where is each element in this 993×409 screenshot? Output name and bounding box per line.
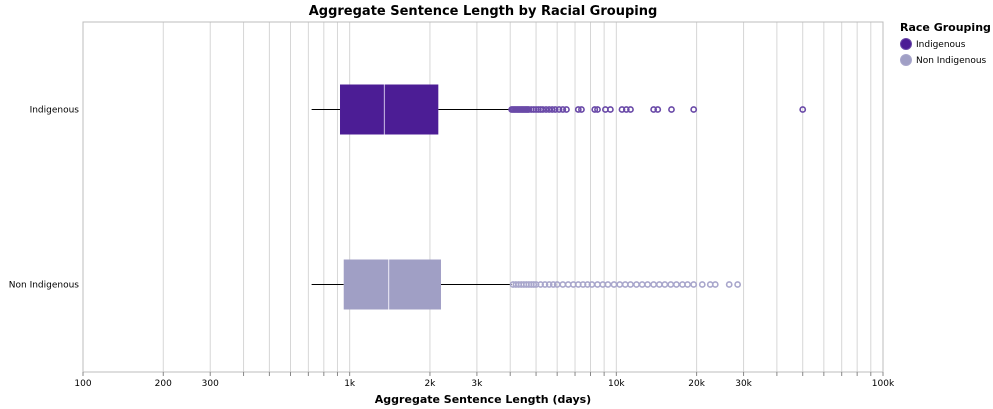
outlier-point[interactable] <box>650 281 658 288</box>
outlier-point[interactable] <box>606 106 614 113</box>
outlier-point[interactable] <box>545 281 553 288</box>
category-label: Indigenous <box>30 106 80 116</box>
outlier-point[interactable] <box>551 106 559 113</box>
legend-label: Non Indigenous <box>916 56 987 66</box>
x-tick-label: 100k <box>872 379 895 389</box>
outlier-point[interactable] <box>734 281 742 288</box>
outlier-point[interactable] <box>622 106 630 113</box>
legend-item[interactable]: Indigenous <box>900 38 966 51</box>
outlier-point[interactable] <box>633 281 640 288</box>
outlier-point[interactable] <box>549 281 557 288</box>
outlier-point[interactable] <box>650 106 658 113</box>
outlier-point[interactable] <box>661 281 669 288</box>
outlier-point[interactable] <box>644 281 652 288</box>
outlier-point[interactable] <box>616 281 624 288</box>
iqr-box[interactable] <box>343 259 441 310</box>
outlier-point[interactable] <box>591 106 599 113</box>
outlier-point[interactable] <box>621 281 629 288</box>
grid <box>82 22 884 372</box>
legend-swatch <box>900 38 912 50</box>
outlier-point[interactable] <box>668 106 675 113</box>
outlier-point[interactable] <box>627 281 634 288</box>
category-label: Non Indigenous <box>9 281 80 291</box>
x-axis: 100 200 300 1k 2k 3k 10k 20k 30k 100k <box>74 372 895 389</box>
outlier-point[interactable] <box>673 281 680 288</box>
outlier-point[interactable] <box>563 106 570 113</box>
legend-label: Indigenous <box>916 40 966 50</box>
outlier-point[interactable] <box>594 281 601 288</box>
legend-item[interactable]: Non Indigenous <box>900 54 987 67</box>
outlier-point[interactable] <box>542 106 550 113</box>
outlier-point[interactable] <box>588 281 596 288</box>
outlier-point[interactable] <box>530 281 538 288</box>
outlier-point[interactable] <box>654 106 662 113</box>
x-tick-label: 200 <box>155 379 172 389</box>
legend-swatch <box>900 54 912 66</box>
outlier-point[interactable] <box>548 106 556 113</box>
x-tick-label: 20k <box>688 379 705 389</box>
outlier-point[interactable] <box>578 106 585 113</box>
x-tick-label: 300 <box>202 379 219 389</box>
outlier-point[interactable] <box>655 281 663 288</box>
outlier-point[interactable] <box>667 281 675 288</box>
outlier-point[interactable] <box>684 281 691 288</box>
outlier-point[interactable] <box>584 281 591 288</box>
outlier-point[interactable] <box>555 106 563 113</box>
x-tick-label: 1k <box>344 379 356 389</box>
x-axis-title: Aggregate Sentence Length (days) <box>375 393 591 406</box>
outlier-point[interactable] <box>559 281 567 288</box>
outlier-point[interactable] <box>690 281 698 288</box>
box-plot-series[interactable] <box>311 84 807 135</box>
x-tick-label: 30k <box>735 379 752 389</box>
outlier-point[interactable] <box>541 281 549 288</box>
outlier-point[interactable] <box>594 106 601 113</box>
box-plot-series[interactable] <box>311 259 742 310</box>
outlier-point[interactable] <box>698 281 706 288</box>
y-axis: Indigenous Non Indigenous <box>9 106 80 291</box>
outlier-point[interactable] <box>627 106 634 113</box>
outlier-point[interactable] <box>799 106 807 113</box>
x-tick-label: 100 <box>74 379 91 389</box>
outlier-point[interactable] <box>545 106 553 113</box>
outlier-point[interactable] <box>690 106 698 113</box>
outlier-point[interactable] <box>610 281 618 288</box>
box-plots <box>311 84 807 310</box>
legend-title: Race Grouping <box>900 21 991 34</box>
outlier-point[interactable] <box>559 106 567 113</box>
outlier-point[interactable] <box>604 281 612 288</box>
outlier-point[interactable] <box>618 106 626 113</box>
outlier-point[interactable] <box>574 106 582 113</box>
plot-frame <box>82 21 884 373</box>
chart-title: Aggregate Sentence Length by Racial Grou… <box>309 4 658 19</box>
outlier-point[interactable] <box>537 281 545 288</box>
outlier-point[interactable] <box>711 281 719 288</box>
x-tick-label: 3k <box>471 379 483 389</box>
outlier-point[interactable] <box>725 281 733 288</box>
outlier-point[interactable] <box>638 281 646 288</box>
x-tick-label: 2k <box>424 379 436 389</box>
iqr-box[interactable] <box>340 84 439 135</box>
x-tick-label: 10k <box>608 379 625 389</box>
outlier-point[interactable] <box>539 106 547 113</box>
legend[interactable]: Race Grouping Indigenous Non Indigenous <box>900 21 991 66</box>
